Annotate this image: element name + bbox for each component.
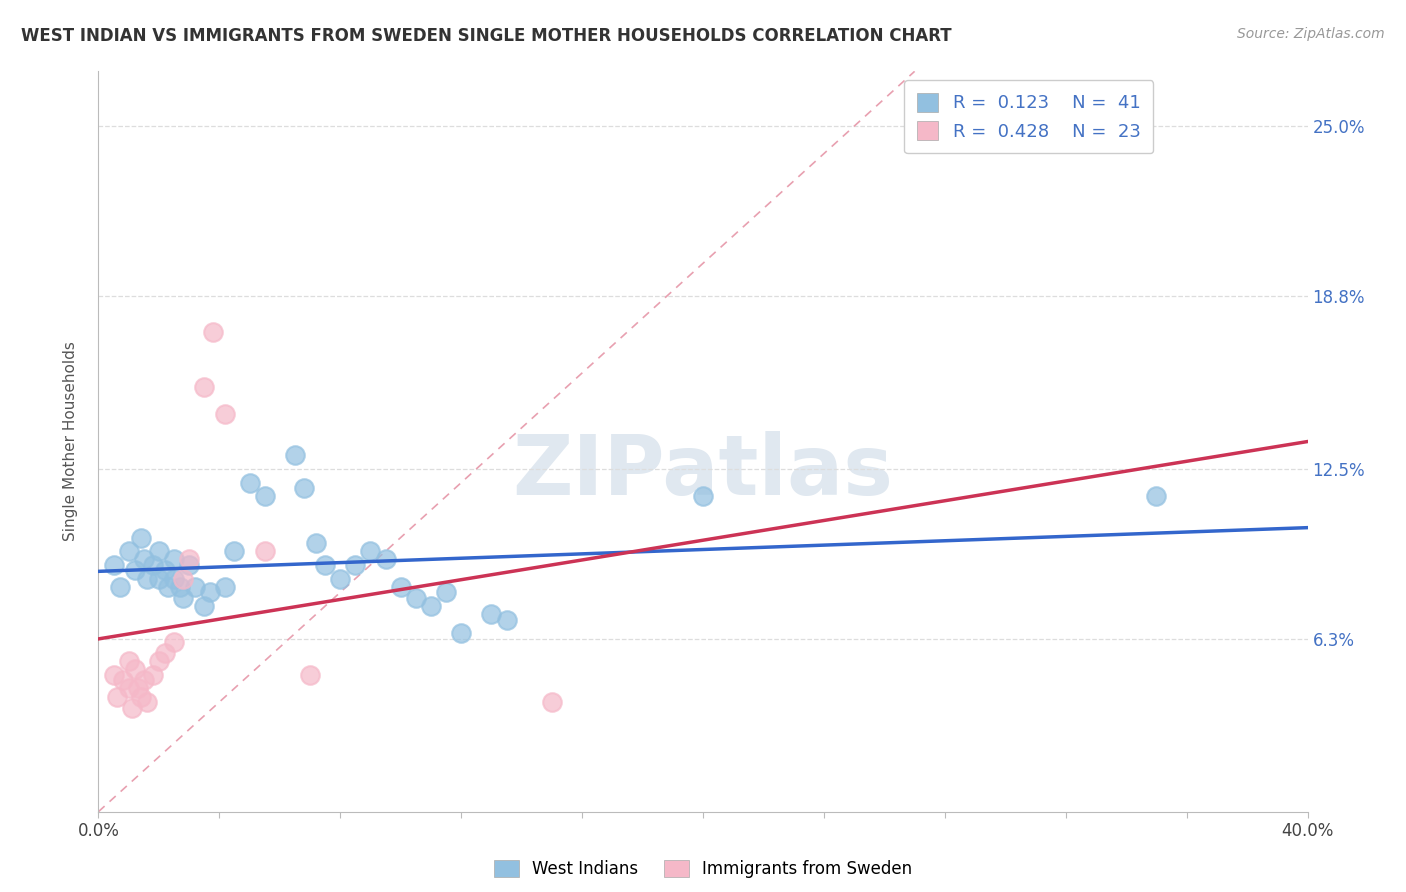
Point [163, 634, 186, 648]
Point [163, 552, 186, 566]
Point [148, 572, 170, 586]
Point [121, 700, 143, 714]
Point [105, 690, 128, 704]
Point [374, 552, 396, 566]
Point [360, 544, 382, 558]
Point [118, 654, 141, 668]
Point [305, 536, 328, 550]
Point [405, 591, 427, 605]
Point [193, 380, 215, 394]
Point [344, 558, 367, 572]
Point [314, 558, 336, 572]
Point [129, 531, 152, 545]
Legend: West Indians, Immigrants from Sweden: West Indians, Immigrants from Sweden [488, 854, 918, 885]
Point [129, 690, 152, 704]
Point [132, 673, 155, 687]
Point [103, 667, 125, 681]
Point [124, 662, 146, 676]
Point [692, 489, 714, 503]
Point [202, 325, 225, 339]
Point [179, 558, 201, 572]
Point [200, 585, 222, 599]
Point [329, 572, 352, 586]
Point [163, 572, 186, 586]
Point [127, 681, 149, 696]
Point [224, 544, 246, 558]
Text: ZIPatlas: ZIPatlas [513, 431, 893, 512]
Point [169, 580, 191, 594]
Point [540, 695, 562, 709]
Point [135, 695, 157, 709]
Point [253, 544, 276, 558]
Point [450, 626, 472, 640]
Point [148, 544, 170, 558]
Point [481, 607, 503, 622]
Point [420, 599, 443, 613]
Point [153, 646, 176, 660]
Point [111, 673, 134, 687]
Point [179, 552, 201, 566]
Point [299, 667, 322, 681]
Point [103, 558, 125, 572]
Point [193, 599, 215, 613]
Point [253, 489, 276, 503]
Point [292, 481, 315, 495]
Point [148, 654, 170, 668]
Point [172, 572, 194, 586]
Point [172, 591, 194, 605]
Point [132, 552, 155, 566]
Point [108, 580, 131, 594]
Point [142, 667, 165, 681]
Text: Source: ZipAtlas.com: Source: ZipAtlas.com [1237, 27, 1385, 41]
Point [118, 544, 141, 558]
Point [1144, 489, 1167, 503]
Point [214, 407, 236, 421]
Point [284, 448, 307, 462]
Point [184, 580, 207, 594]
Point [124, 563, 146, 577]
Point [239, 475, 262, 490]
Point [153, 563, 176, 577]
Point [156, 580, 179, 594]
Point [142, 558, 165, 572]
Point [118, 681, 141, 696]
Y-axis label: Single Mother Households: Single Mother Households [63, 342, 77, 541]
Point [214, 580, 236, 594]
Point [135, 572, 157, 586]
Text: WEST INDIAN VS IMMIGRANTS FROM SWEDEN SINGLE MOTHER HOUSEHOLDS CORRELATION CHART: WEST INDIAN VS IMMIGRANTS FROM SWEDEN SI… [21, 27, 952, 45]
Point [495, 613, 517, 627]
Point [389, 580, 412, 594]
Point [434, 585, 457, 599]
